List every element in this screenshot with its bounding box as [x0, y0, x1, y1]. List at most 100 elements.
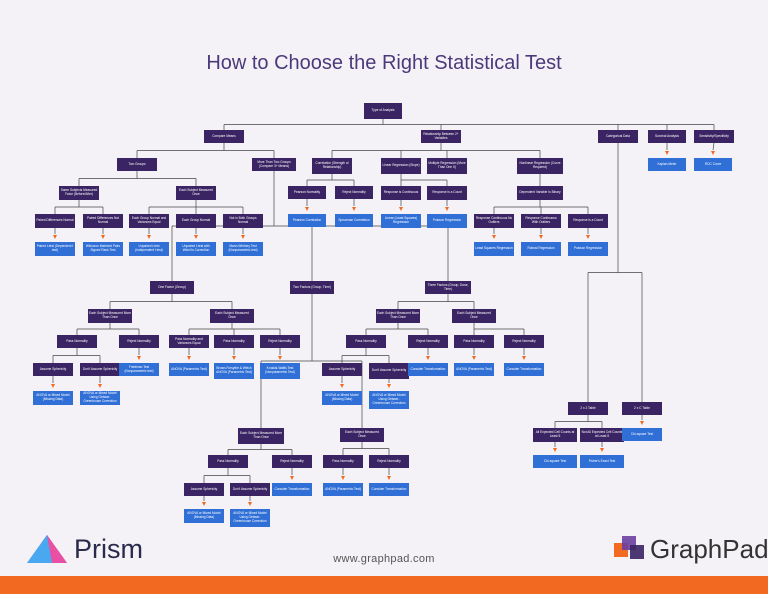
graphpad-logo-text: GraphPad: [650, 533, 768, 564]
orange-arrow-icon: [552, 448, 557, 452]
orange-arrow-icon: [398, 207, 403, 211]
node-tf-rm1: ANOVA or Mixed Model (Missing Data): [184, 509, 224, 523]
node-all-expected: All Expected Cell Counts at Least 5: [533, 428, 577, 442]
node-unpaired-t: Unpaired t-test (Independent t test): [129, 242, 169, 256]
orange-arrow-icon: [193, 235, 198, 239]
orange-arrow-icon: [339, 384, 344, 388]
node-two-groups: Two Groups: [117, 158, 157, 171]
node-of-brown: Brown-Forsythe & Welch ANOVA (Parametric…: [214, 363, 254, 379]
node-not-normal-2: Not in Both Groups Normal: [223, 214, 263, 228]
node-relationship: Relationship Between 2+ Variables: [421, 130, 461, 143]
node-correlation: Correlation (Strength of Relationship): [312, 158, 352, 174]
node-th-sph: Assume Sphericity: [322, 363, 362, 376]
node-of-pass-2: Pass Normality: [214, 335, 254, 348]
node-poisson-reg-1: Poisson Regression: [427, 214, 467, 228]
orange-arrow-icon: [664, 151, 669, 155]
node-unequal-var: Each Group Normal: [176, 214, 216, 228]
graphpad-logo: GraphPad: [612, 531, 768, 567]
node-welch-t: Unpaired t-test with Welch's Correction: [176, 242, 216, 256]
node-spearman: Spearman Correlation: [335, 214, 373, 227]
node-dep-binary: Dependent Variable Is Binary: [517, 186, 563, 200]
node-resp-cont-2: Response Continuous No Outliers: [474, 214, 514, 228]
node-of-kruskal: Kruskal-Wallis Test (Nonparametric Test): [260, 363, 300, 379]
node-th-pass: Pass Normality: [346, 335, 386, 348]
node-equal-var: Each Group Normal and Variances Equal: [129, 214, 169, 228]
orange-arrow-icon: [201, 502, 206, 506]
node-compare-means: Compare Means: [204, 130, 244, 143]
node-tf-transform-2: Consider Transformation: [369, 483, 409, 496]
orange-arrow-icon: [304, 207, 309, 211]
orange-arrow-icon: [50, 384, 55, 388]
node-tf-sph: Assume Sphericity: [184, 483, 224, 496]
node-th-nosph: Don't Assume Sphericity: [369, 363, 409, 379]
orange-arrow-icon: [240, 235, 245, 239]
node-tf-reject: Reject Normality: [272, 455, 312, 468]
node-of-rm2: ANOVA or Mixed Model Using Geisser-Green…: [80, 391, 120, 405]
node-tf-anova: ANOVA (Parametric Test): [323, 483, 363, 496]
node-diff-subj: Each Subject Measured Once: [176, 186, 216, 200]
orange-arrow-icon: [231, 356, 236, 360]
node-roc: ROC Curve: [694, 158, 732, 171]
node-tf-diff: Each Subject Measured Once: [340, 428, 384, 442]
node-least-sq: Least Squares Regression: [474, 242, 514, 256]
node-two-factors: Two Factors (Group, Time): [290, 281, 334, 294]
node-of-sph: Assume Sphericity: [33, 363, 73, 376]
orange-arrow-icon: [444, 207, 449, 211]
node-resp-continuous: Response is Continuous: [381, 186, 421, 200]
orange-arrow-icon: [136, 356, 141, 360]
orange-arrow-icon: [277, 356, 282, 360]
node-table-2x2: 2 x 2 Table: [568, 402, 608, 415]
orange-arrow-icon: [186, 356, 191, 360]
node-tf-reject-2: Reject Normality: [369, 455, 409, 468]
prism-logo-text: Prism: [74, 533, 143, 564]
node-th-diff: Each Subject Measured Once: [452, 309, 496, 323]
node-robust-reg: Robust Regression: [521, 242, 561, 256]
node-table-rxc: 2 x C Table: [622, 402, 662, 415]
website-url[interactable]: www.graphpad.com: [333, 553, 435, 565]
node-three-factors: Three Factors (Group, Dose, Time): [425, 281, 471, 294]
node-kaplan: Kaplan-Meier: [648, 158, 686, 171]
orange-arrow-icon: [471, 356, 476, 360]
orange-arrow-icon: [247, 502, 252, 506]
graphpad-cube-icon: [614, 536, 644, 559]
node-of-friedman: Friedman Test (Nonparametric test): [119, 363, 159, 376]
orange-arrow-icon: [521, 356, 526, 360]
orange-arrow-icon: [538, 235, 543, 239]
node-of-diff: Each Subject Measured Once: [210, 309, 254, 323]
connector-line: [712, 142, 715, 151]
node-root: Type of Analysis: [364, 103, 402, 119]
orange-arrow-icon: [146, 235, 151, 239]
node-poisson-reg-2: Poisson Regression: [568, 242, 608, 256]
node-tf-pass: Pass Normality: [208, 455, 248, 468]
page-title: How to Choose the Right Statistical Test: [206, 52, 562, 74]
node-of-nosph: Don't Assume Sphericity: [80, 363, 120, 376]
node-th-anova: ANOVA (Parametric Test): [454, 363, 494, 376]
node-tf-rm2: ANOVA or Mixed Model Using Geisser-Green…: [230, 509, 270, 527]
node-tf-nosph: Don't Assume Sphericity: [230, 483, 270, 496]
node-pearson: Pearson Correlation: [288, 214, 326, 227]
orange-arrow-icon: [386, 384, 391, 388]
node-th-same: Each Subject Measured More Than Once: [376, 309, 420, 323]
node-of-anova: ANOVA (Parametric Test): [169, 363, 209, 376]
node-paired-t: Paired t-test (Dependent t test): [35, 242, 75, 256]
node-paired-notnorm: Paired Differences Not Normal: [83, 214, 123, 228]
node-th-pass-2: Pass Normality: [454, 335, 494, 348]
node-nonlinreg: Nonlinear Regression (Curve Required): [517, 158, 563, 174]
node-of-rm1: ANOVA or Mixed Model (Missing Data): [33, 391, 73, 405]
node-paired-norm: Paired Differences Normal: [35, 214, 75, 228]
node-of-pass-eq: Pass Normality and Variances Equal: [169, 335, 209, 348]
orange-arrow-icon: [351, 207, 356, 211]
node-th-reject-2: Reject Normality: [504, 335, 544, 348]
node-th-reject: Reject Normality: [408, 335, 448, 348]
orange-arrow-icon: [639, 421, 644, 425]
node-not-all-expected: Not All Expected Cell Counts at Least 5: [580, 428, 624, 442]
node-survival: Survival Analysis: [648, 130, 686, 143]
node-multreg: Multiple Regression (More Than One X): [427, 158, 467, 174]
node-chi-square-2: Chi-square Test: [622, 428, 662, 441]
node-categorical: Categorical Data: [598, 130, 638, 143]
node-resp-count-2: Response is a Count: [568, 214, 608, 228]
node-more-than-two: More Than Two Groups (Compare 3+ Means): [252, 158, 296, 171]
orange-arrow-icon: [289, 476, 294, 480]
prism-triangle-icon: [27, 535, 67, 563]
node-tf-pass-2: Pass Normality: [323, 455, 363, 468]
